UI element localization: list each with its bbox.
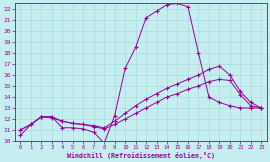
X-axis label: Windchill (Refroidissement éolien,°C): Windchill (Refroidissement éolien,°C) [67,151,215,159]
